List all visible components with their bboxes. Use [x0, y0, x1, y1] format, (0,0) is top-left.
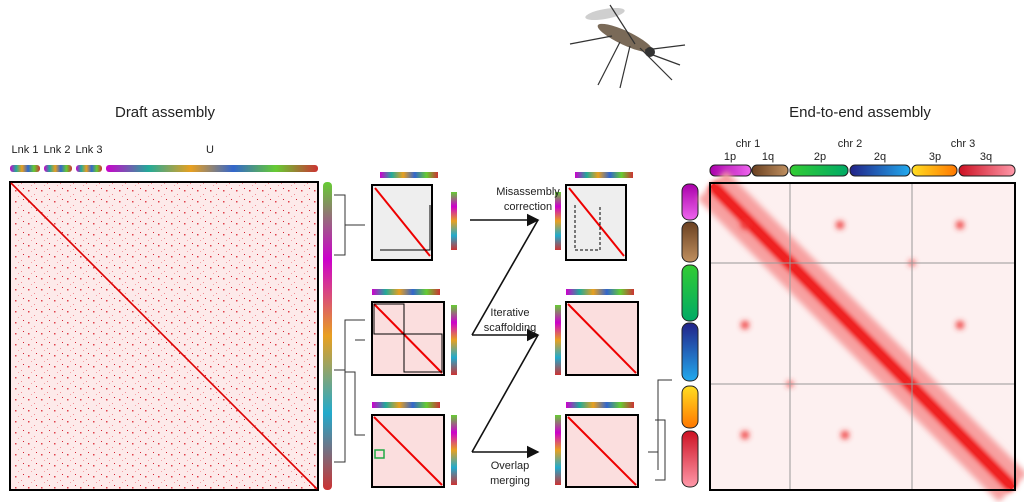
bracket: [648, 379, 672, 481]
mini-heatmaps: [371, 172, 639, 488]
step-label: merging: [490, 475, 530, 487]
bracket: [334, 194, 365, 463]
arm-label: 3p: [929, 151, 941, 163]
arm-label: 1q: [762, 151, 774, 163]
arm-label: 3q: [980, 151, 992, 163]
flow-arrows: [470, 213, 540, 459]
final-title: End-to-end assembly: [789, 104, 931, 121]
step-label: correction: [504, 201, 552, 213]
group-label: Lnk 1: [12, 144, 39, 156]
draft-heatmap: [9, 181, 319, 491]
chromosome-label: chr 1: [736, 138, 760, 150]
step-label: Misassembly: [496, 186, 560, 198]
arm-label: 2p: [814, 151, 826, 163]
arm-label: 1p: [724, 151, 736, 163]
step-label: Overlap: [491, 460, 530, 472]
arm-bar: [681, 164, 1016, 488]
group-label: Lnk 2: [44, 144, 71, 156]
chromosome-label: chr 2: [838, 138, 862, 150]
final-heatmap: [697, 170, 1024, 502]
contig-bar: [323, 182, 332, 490]
chromosome-label: chr 3: [951, 138, 975, 150]
draft-title: Draft assembly: [115, 104, 216, 121]
group-label: Lnk 3: [76, 144, 103, 156]
step-label: Iterative: [490, 307, 529, 319]
contig-bar: [10, 165, 318, 172]
arm-label: 2q: [874, 151, 886, 163]
group-label: U: [206, 144, 214, 156]
mosquito-image: [569, 4, 686, 89]
step-label: scaffolding: [484, 322, 536, 334]
